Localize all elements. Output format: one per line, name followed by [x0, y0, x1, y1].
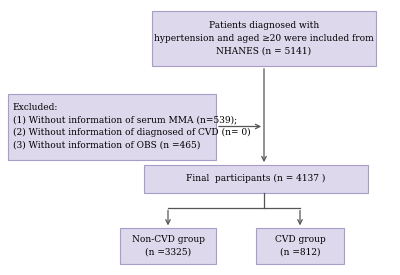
Text: Excluded:
(1) Without information of serum MMA (n=539);
(2) Without information : Excluded: (1) Without information of ser…: [13, 103, 250, 150]
Text: Non-CVD group
(n =3325): Non-CVD group (n =3325): [132, 235, 204, 257]
FancyBboxPatch shape: [120, 228, 216, 264]
Text: CVD group
(n =812): CVD group (n =812): [275, 235, 325, 257]
FancyBboxPatch shape: [8, 94, 216, 160]
FancyBboxPatch shape: [144, 165, 368, 192]
FancyBboxPatch shape: [256, 228, 344, 264]
Text: Final  participants (n = 4137 ): Final participants (n = 4137 ): [186, 174, 326, 183]
FancyBboxPatch shape: [152, 11, 376, 66]
Text: Patients diagnosed with
hypertension and aged ≥20 were included from
NHANES (n =: Patients diagnosed with hypertension and…: [154, 21, 374, 56]
